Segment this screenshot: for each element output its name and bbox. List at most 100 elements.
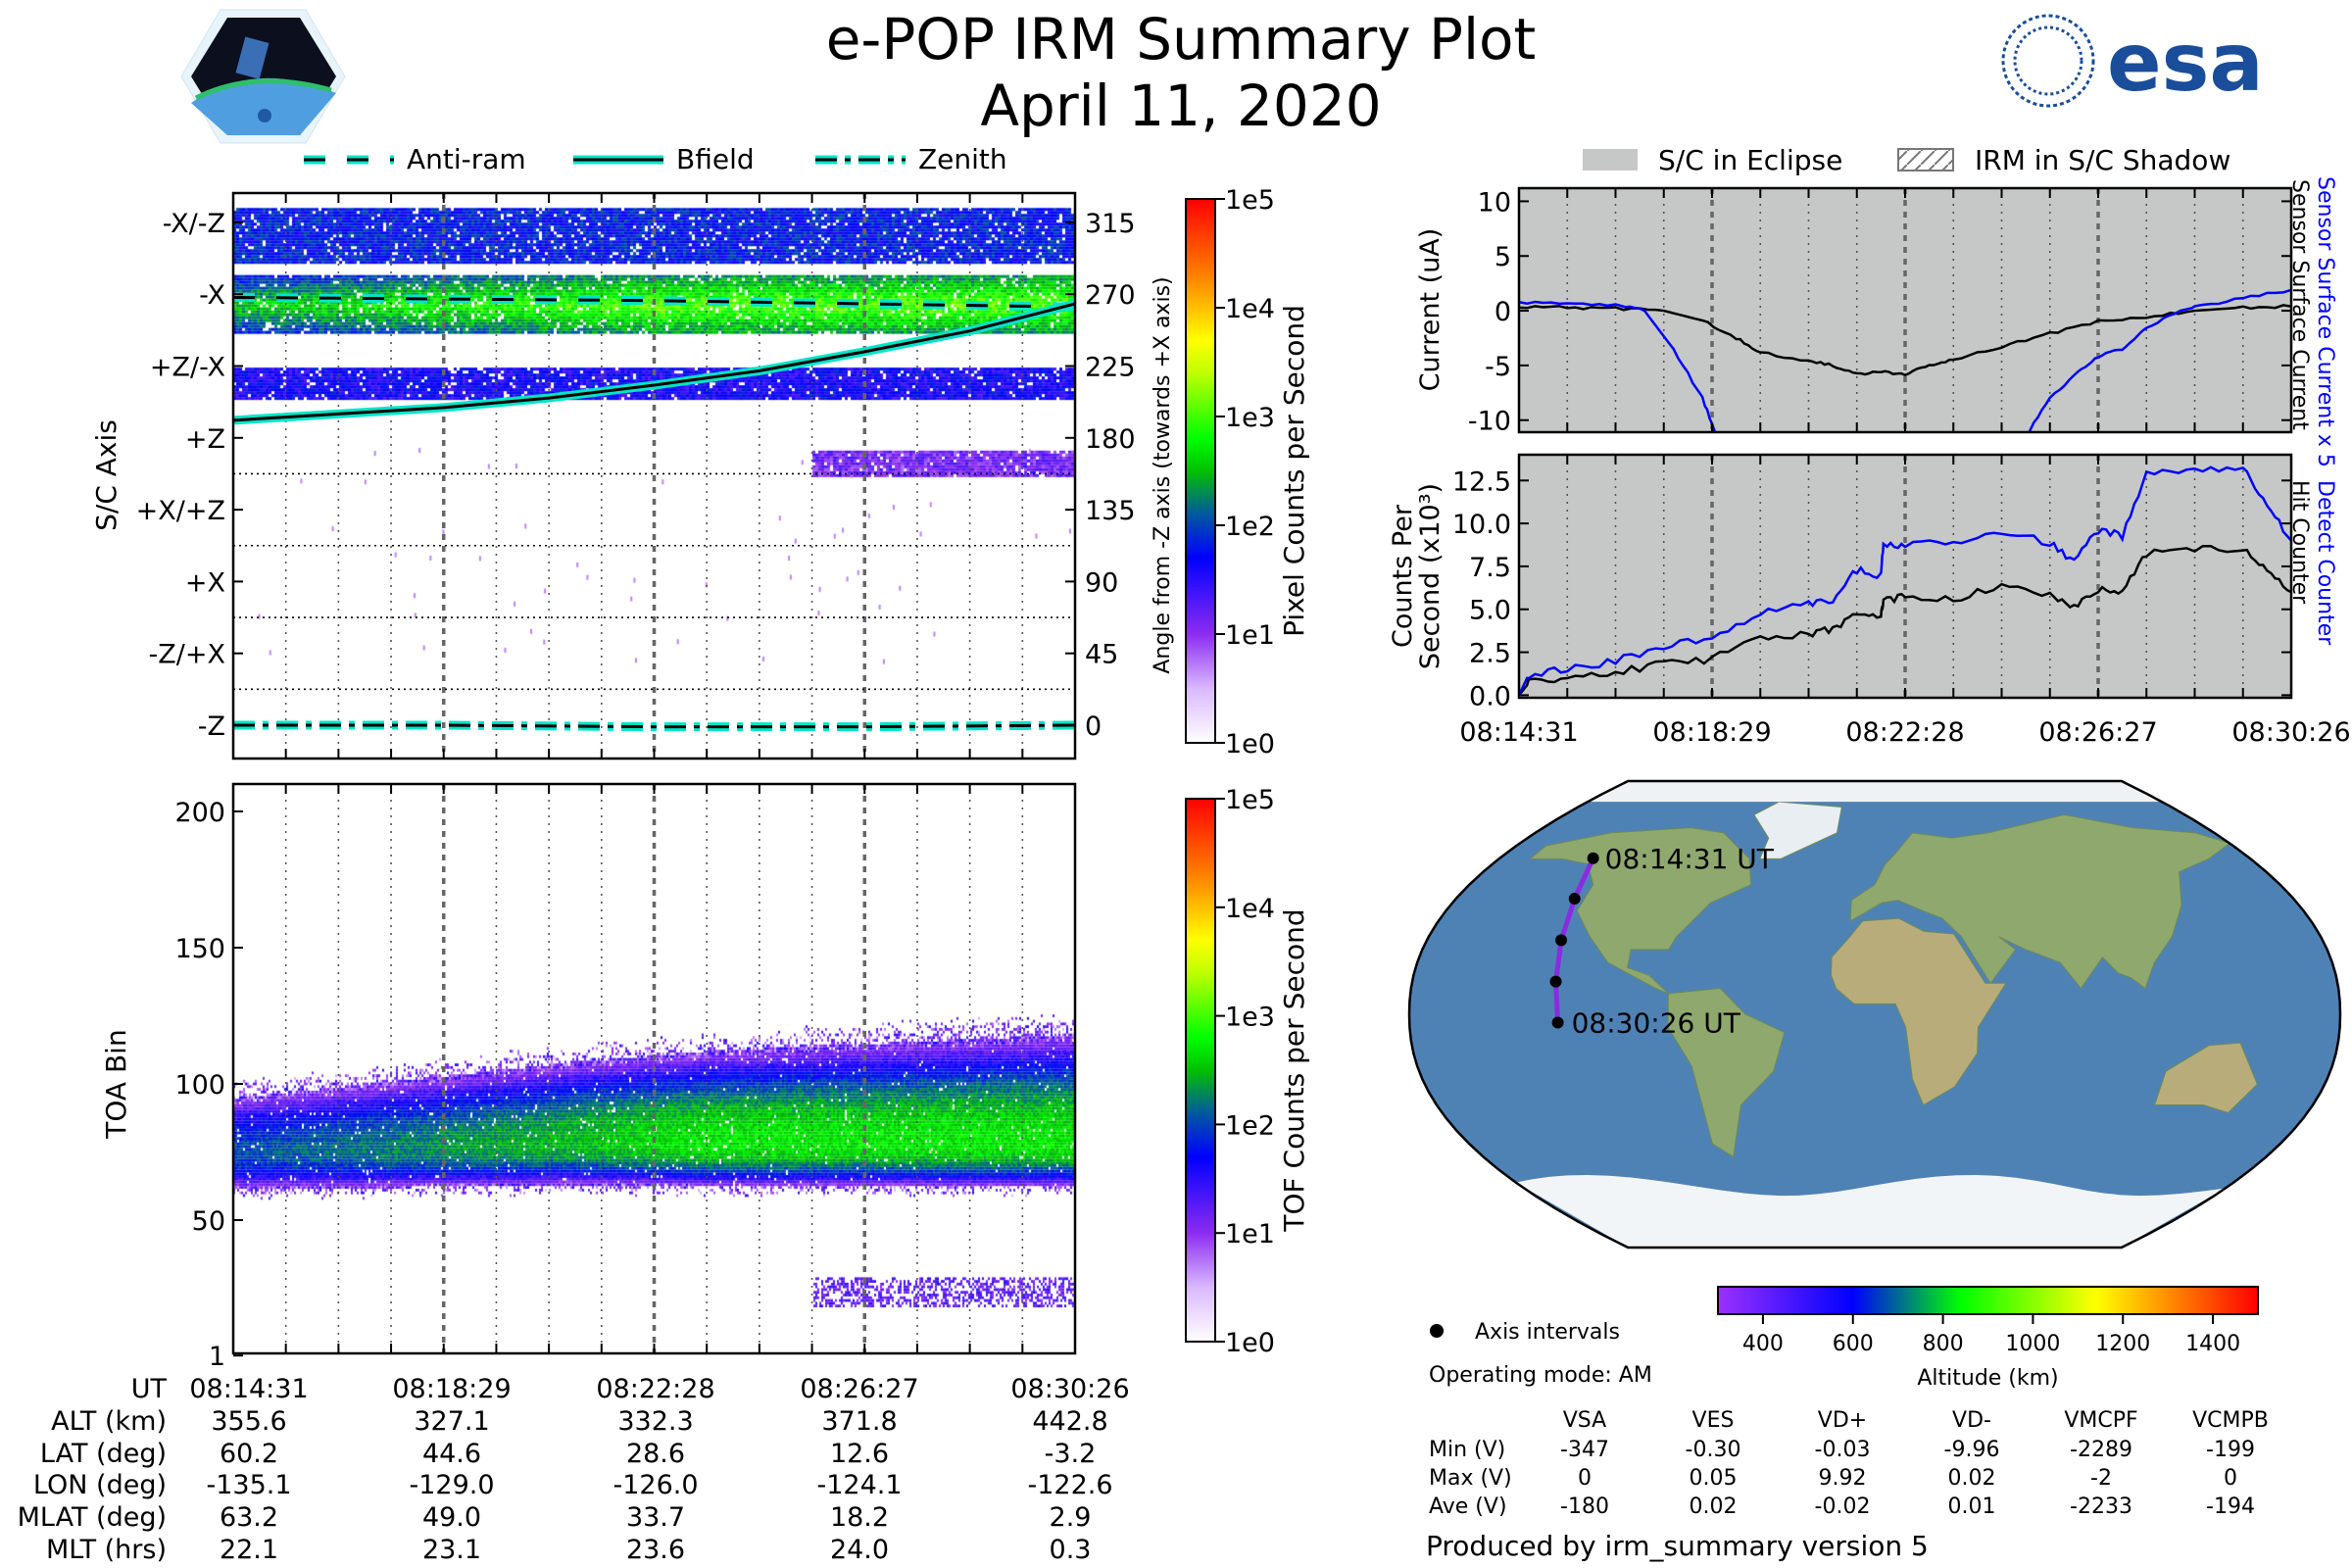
- colorbar-tick-label: 1e1: [1225, 620, 1275, 651]
- y-axis-label-line1: Counts Per: [1388, 504, 1418, 648]
- voltage-row-label: Max (V): [1429, 1466, 1512, 1491]
- track-start-label: 08:14:31 UT: [1605, 843, 1775, 875]
- y-tick-label: 200: [174, 798, 225, 828]
- colorbar-tick-label: 1000: [2005, 1332, 2060, 1356]
- colorbar-tick-label: 1400: [2185, 1332, 2240, 1356]
- ephemeris-cell: 08:30:26: [1010, 1374, 1129, 1404]
- y-tick-label: -10: [1468, 407, 1511, 437]
- line-anti-ram: [233, 295, 1075, 309]
- voltage-cell: 0.02: [1948, 1466, 1996, 1491]
- eclipse-swatch: [1583, 149, 1638, 171]
- y-tick-label: -X/-Z: [163, 209, 225, 239]
- y-axis-label: Current (uA): [1415, 228, 1446, 392]
- ephemeris-row-label: LAT (deg): [40, 1439, 167, 1469]
- y-tick-label: 50: [192, 1206, 225, 1237]
- voltage-cell: -2233: [2070, 1494, 2132, 1519]
- y-tick-label-right: 135: [1085, 496, 1136, 526]
- cassiope-logo: [180, 9, 346, 144]
- ephemeris-cell: -122.6: [1027, 1470, 1112, 1500]
- voltage-cell: 0.02: [1690, 1494, 1738, 1519]
- ephemeris-cell: -124.1: [816, 1470, 902, 1500]
- colorbar-tick-label: 400: [1742, 1332, 1784, 1356]
- world-map: 08:14:31 UT 08:30:26 UT Axis intervals: [1407, 779, 2342, 1345]
- y-tick-label-right: 225: [1085, 353, 1136, 383]
- ephemeris-cell: 60.2: [220, 1439, 278, 1469]
- land-africa: [1831, 917, 2007, 1106]
- voltage-cell: -180: [1560, 1494, 1609, 1519]
- axis-interval-marker: [1549, 975, 1562, 988]
- colorbar-tick-label: 1e5: [1225, 785, 1275, 815]
- voltage-cell: 0.01: [1948, 1494, 1996, 1519]
- ephemeris-cell: 24.0: [830, 1535, 889, 1565]
- ephemeris-cell: 371.8: [821, 1406, 897, 1437]
- tof-colorbar: 1e0 1e1 1e2 1e3 1e4 1e5 TOF Counts per Second: [1185, 785, 1310, 1358]
- y-tick-label: -Z: [198, 711, 225, 742]
- ephemeris-cell: 332.3: [617, 1406, 693, 1437]
- voltage-cell: 9.92: [1819, 1466, 1867, 1491]
- ephemeris-row-label: MLAT (deg): [18, 1502, 167, 1533]
- colorbar-tick-label: 1e4: [1225, 294, 1275, 324]
- x-tick-label: 08:30:26: [2231, 717, 2350, 748]
- ephemeris-cell: 327.1: [414, 1406, 489, 1437]
- pixel-panel: -X/-Z 315 -X 270 +Z/-X 225 +Z 180 +X/+Z 135 +X 90 -Z…: [90, 191, 1175, 760]
- voltage-table: VSA VES VD+ VD- VMCPF VCMPB Min (V) -347 -0.30 -0…: [1429, 1408, 2269, 1519]
- ephemeris-cell: 2.9: [1050, 1502, 1092, 1533]
- axis-interval-marker: [1551, 1016, 1564, 1029]
- land-greenland: [1753, 801, 1842, 859]
- legend-label: IRM in S/C Shadow: [1975, 144, 2230, 176]
- land-group: [1515, 781, 2258, 1248]
- y-tick-label: 7.5: [1469, 553, 1511, 583]
- operating-mode: Operating mode: AM: [1429, 1363, 1652, 1388]
- footer-text: Produced by irm_summary version 5: [1426, 1530, 1929, 1562]
- y-tick-label: +Z: [185, 424, 225, 455]
- x-tick-label: 08:26:27: [2038, 717, 2157, 748]
- y-tick-label: 10: [1478, 187, 1511, 218]
- ephemeris-cell: -135.1: [206, 1470, 291, 1500]
- y-tick-label-right: 90: [1085, 567, 1118, 598]
- y-tick-label-right: 315: [1085, 209, 1136, 239]
- voltage-row-label: Min (V): [1429, 1438, 1505, 1462]
- colorbar-tick-label: 1e2: [1225, 512, 1275, 542]
- arctic-ice: [1587, 781, 2163, 803]
- ephemeris-cell: 08:26:27: [800, 1374, 918, 1404]
- direction-lines: [233, 292, 1075, 732]
- colorbar-label: Altitude (km): [1917, 1366, 2058, 1391]
- y-axis-label-right-blue: Detect Counter: [2313, 480, 2337, 646]
- colorbar-tick-label: 1e0: [1225, 1328, 1275, 1358]
- voltage-header: VD+: [1818, 1408, 1867, 1433]
- ephemeris-cell: 23.6: [626, 1535, 685, 1565]
- legend-item-anti-ram: Anti-ram: [304, 143, 526, 175]
- page-title: e-POP IRM Summary Plot: [826, 6, 1537, 73]
- series-sensor-surface-current-x-5: [1519, 288, 2291, 432]
- voltage-header: VES: [1692, 1408, 1735, 1433]
- colorbar-tick-label: 1e4: [1225, 894, 1275, 924]
- ephemeris-cell: 49.0: [422, 1502, 481, 1533]
- axis-interval-marker: [1568, 893, 1581, 906]
- ephemeris-cell: 08:18:29: [392, 1374, 511, 1404]
- series-group: [1519, 288, 2291, 432]
- y-axis-label-right: Angle from -Z axis (towards +X axis): [1151, 276, 1175, 673]
- land-australia: [2153, 1042, 2258, 1114]
- voltage-header: VD-: [1952, 1408, 1991, 1433]
- colorbar-tick-label: 1200: [2095, 1332, 2150, 1356]
- y-tick-label: -5: [1485, 352, 1511, 382]
- pixel-colorbar: 1e0 1e1 1e2 1e3 1e4 1e5 Pixel Counts per Secon…: [1185, 185, 1310, 760]
- page-date: April 11, 2020: [980, 73, 1381, 139]
- map-legend-label: Axis intervals: [1475, 1320, 1620, 1345]
- current-panel: -10 -5 0 5 10 Current (uA) Sensor Surface Curr…: [1415, 176, 2337, 467]
- colorbar-gradient: [1185, 198, 1216, 744]
- y-tick-label: 5: [1494, 242, 1511, 272]
- colorbar-tick-label: 1e1: [1225, 1219, 1275, 1250]
- x-tick-label: 08:14:31: [1459, 717, 1578, 748]
- y-tick-label: 12.5: [1452, 466, 1511, 497]
- colorbar-tick-label: 1e2: [1225, 1110, 1275, 1141]
- ephemeris-cell: 18.2: [830, 1502, 889, 1533]
- y-tick-label: +Z/-X: [150, 353, 225, 383]
- ephemeris-cell: 22.1: [220, 1535, 278, 1565]
- y-axis-label-right: Hit Counter: [2287, 480, 2312, 605]
- ephemeris-cell: 23.1: [422, 1535, 481, 1565]
- shading-legend: S/C in Eclipse IRM in S/C Shadow: [1583, 144, 2230, 176]
- y-tick-label: 1: [209, 1342, 225, 1372]
